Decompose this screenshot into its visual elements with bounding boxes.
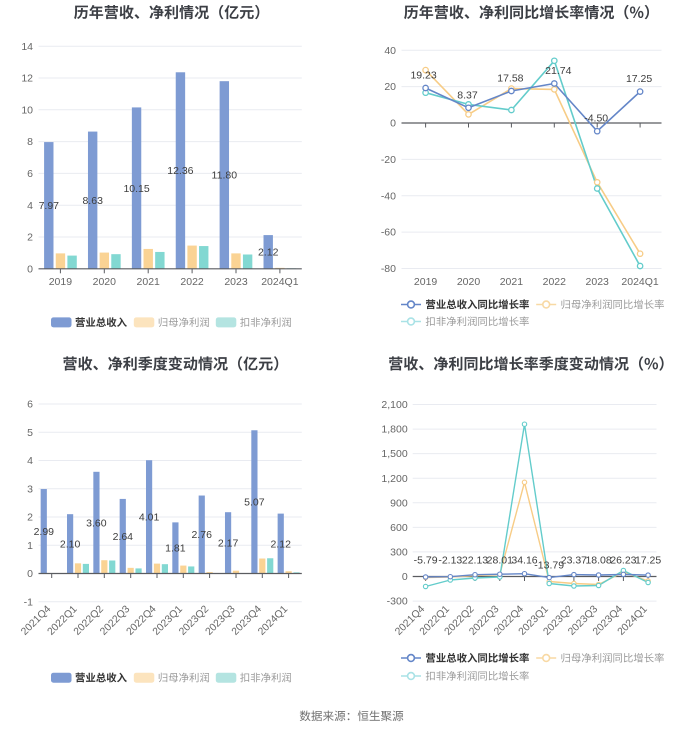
svg-text:1,800: 1,800: [381, 424, 407, 436]
svg-text:12: 12: [21, 73, 33, 85]
svg-text:8.63: 8.63: [82, 195, 103, 207]
svg-text:2.12: 2.12: [270, 538, 291, 550]
svg-text:12.36: 12.36: [167, 165, 193, 177]
svg-text:2024Q1: 2024Q1: [261, 276, 299, 288]
svg-text:-60: -60: [381, 227, 396, 239]
svg-text:8.37: 8.37: [457, 89, 478, 101]
svg-text:5: 5: [27, 427, 33, 439]
svg-text:40: 40: [384, 45, 396, 57]
svg-text:-80: -80: [381, 263, 396, 275]
svg-text:2021: 2021: [137, 276, 161, 288]
svg-text:2019: 2019: [49, 276, 73, 288]
svg-text:-1: -1: [24, 596, 33, 608]
svg-text:1: 1: [27, 540, 33, 552]
svg-text:900: 900: [390, 497, 408, 509]
svg-text:17.58: 17.58: [497, 73, 523, 85]
svg-text:-20: -20: [381, 154, 396, 166]
svg-text:2.17: 2.17: [218, 538, 239, 550]
svg-text:2.10: 2.10: [60, 539, 81, 551]
svg-text:20: 20: [384, 81, 396, 93]
svg-text:2: 2: [27, 232, 33, 244]
svg-text:2.12: 2.12: [258, 247, 279, 259]
svg-text:1.81: 1.81: [165, 543, 186, 555]
svg-text:19.23: 19.23: [410, 70, 436, 82]
svg-text:2: 2: [27, 512, 33, 524]
svg-text:2.64: 2.64: [113, 531, 134, 543]
svg-text:0: 0: [390, 118, 396, 130]
svg-text:0: 0: [402, 571, 408, 583]
svg-text:6: 6: [27, 168, 33, 180]
svg-text:4: 4: [27, 200, 33, 212]
svg-text:-2.13: -2.13: [438, 555, 462, 567]
svg-text:2.76: 2.76: [191, 529, 212, 541]
svg-text:17.25: 17.25: [626, 73, 652, 85]
svg-text:2019: 2019: [414, 276, 438, 288]
svg-text:21.74: 21.74: [545, 65, 571, 77]
svg-text:22.13: 22.13: [462, 555, 488, 567]
svg-text:0: 0: [27, 568, 33, 580]
svg-text:5.07: 5.07: [244, 497, 265, 509]
svg-text:11.80: 11.80: [212, 170, 238, 182]
svg-text:3: 3: [27, 483, 33, 495]
svg-text:7.97: 7.97: [39, 200, 60, 212]
svg-text:2021: 2021: [500, 276, 524, 288]
svg-text:1,500: 1,500: [381, 448, 407, 460]
svg-text:26.23: 26.23: [610, 555, 636, 567]
svg-text:23.37: 23.37: [561, 555, 587, 567]
svg-text:600: 600: [390, 522, 408, 534]
svg-text:4: 4: [27, 455, 33, 467]
svg-text:300: 300: [390, 547, 408, 559]
svg-text:17.25: 17.25: [635, 555, 661, 567]
svg-text:2022: 2022: [543, 276, 567, 288]
svg-text:3.60: 3.60: [86, 517, 107, 529]
svg-text:10: 10: [21, 104, 33, 116]
svg-text:8: 8: [27, 136, 33, 148]
svg-text:-5.79: -5.79: [414, 555, 438, 567]
svg-text:28.01: 28.01: [487, 555, 513, 567]
svg-text:4.01: 4.01: [139, 512, 160, 524]
svg-text:6: 6: [27, 399, 33, 411]
svg-text:2,100: 2,100: [381, 399, 407, 411]
svg-text:2023: 2023: [224, 276, 248, 288]
svg-text:2020: 2020: [457, 276, 481, 288]
svg-text:18.08: 18.08: [585, 555, 611, 567]
svg-text:2022: 2022: [180, 276, 204, 288]
svg-text:14: 14: [21, 41, 33, 53]
svg-text:10.15: 10.15: [123, 183, 149, 195]
svg-text:-4.50: -4.50: [584, 113, 608, 125]
svg-text:-13.79: -13.79: [534, 560, 564, 572]
svg-text:-40: -40: [381, 190, 396, 202]
svg-text:1,200: 1,200: [381, 473, 407, 485]
svg-text:2020: 2020: [93, 276, 117, 288]
svg-text:2024Q1: 2024Q1: [621, 276, 659, 288]
svg-text:2.99: 2.99: [34, 526, 55, 538]
svg-text:2023: 2023: [586, 276, 610, 288]
svg-text:0: 0: [27, 263, 33, 275]
svg-text:-300: -300: [387, 596, 408, 608]
